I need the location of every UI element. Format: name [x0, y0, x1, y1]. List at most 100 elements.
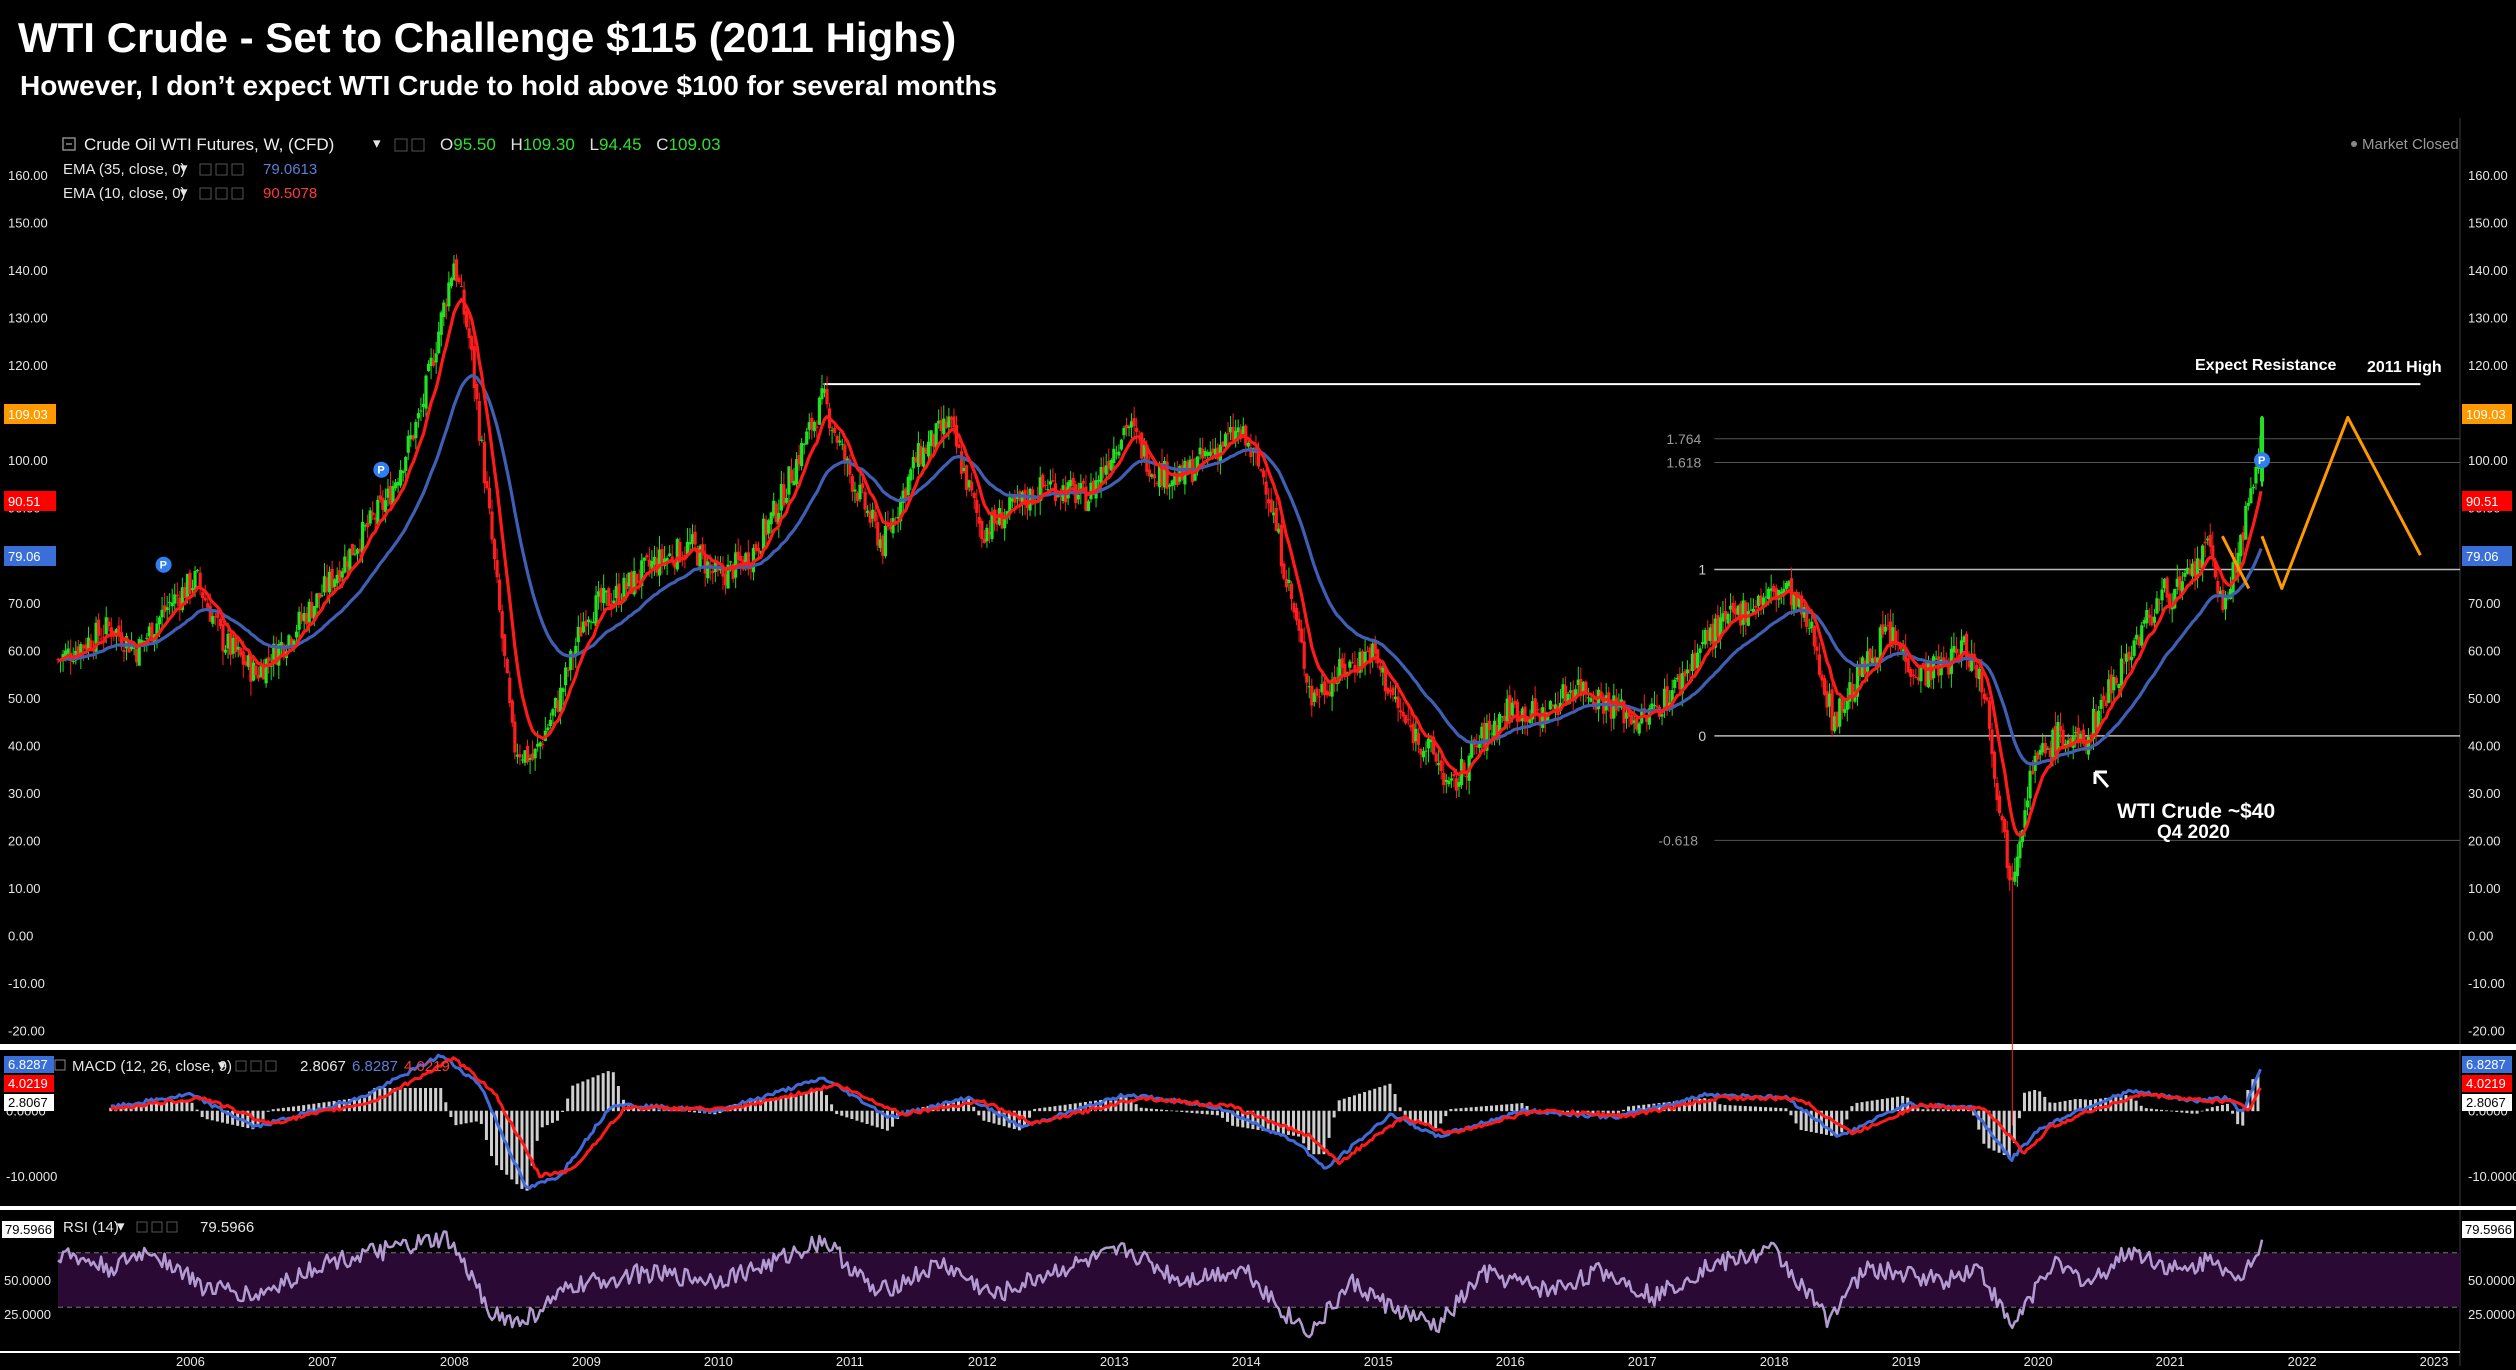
candle-body	[584, 620, 588, 627]
projection-lines[interactable]	[2221, 415, 2422, 590]
rsi-dropdown-icon[interactable]: ▾	[117, 1218, 125, 1235]
candle-body	[553, 697, 558, 709]
macd-panel-separator[interactable]	[0, 1044, 2516, 1050]
candle-body	[614, 585, 618, 599]
macd-histogram-bar	[1068, 1104, 1072, 1112]
candle-body	[1142, 444, 1146, 457]
candle-body	[2112, 677, 2116, 691]
candle-body	[2201, 545, 2205, 570]
macd-histogram-bar	[449, 1110, 453, 1117]
candle-body	[2089, 734, 2093, 737]
macd-histogram-bar	[2017, 1110, 2021, 1119]
candle-body	[211, 615, 215, 624]
symbol-label[interactable]: Crude Oil WTI Futures, W, (CFD)	[84, 135, 334, 154]
candle-body	[1650, 703, 1654, 709]
candle-body	[1155, 483, 1159, 485]
candle-body	[635, 573, 639, 584]
page-title: WTI Crude - Set to Challenge $115 (2011 …	[18, 14, 957, 61]
macd-label[interactable]: MACD (12, 26, close, 9)	[72, 1058, 232, 1075]
price-axis-tick-right: 40.00	[2468, 738, 2501, 753]
candle-body	[1792, 592, 1796, 610]
candle-body	[2135, 634, 2139, 640]
candle-body	[1817, 654, 1821, 675]
macd-dropdown-icon[interactable]: ▾	[218, 1057, 226, 1074]
ema10-hide-icon[interactable]	[215, 187, 228, 200]
hide-icon[interactable]	[411, 138, 425, 152]
pivot-marker-icon[interactable]	[373, 461, 390, 478]
pivot-marker-icon[interactable]	[155, 556, 172, 573]
candle-body	[216, 612, 220, 618]
candle-body	[2140, 625, 2144, 646]
candle-body	[1800, 595, 1804, 615]
macd-collapse-icon[interactable]	[54, 1059, 66, 1071]
rsi-panel-separator[interactable]	[0, 1206, 2516, 1210]
price-axis-tick-left: 70.00	[8, 596, 41, 611]
settings-icon[interactable]	[394, 138, 408, 152]
macd-histogram-bar	[1149, 1108, 1153, 1112]
macd-hide-icon[interactable]	[250, 1060, 262, 1072]
ema10-dropdown-icon[interactable]: ▾	[180, 184, 188, 201]
candle-body	[2041, 743, 2045, 753]
candle-body	[1962, 636, 1966, 643]
candle-body	[627, 572, 631, 587]
candle-body	[1223, 433, 1228, 447]
candle-body	[1193, 469, 1197, 481]
fibonacci-levels[interactable]: 1.764 1.618 1 0 -0.618	[823, 383, 2460, 848]
macd-histogram-bar	[1962, 1109, 1966, 1112]
ema10-remove-icon[interactable]	[231, 187, 244, 200]
candle-body	[838, 440, 842, 443]
macd-histogram-bar	[1713, 1101, 1717, 1112]
rsi-hide-icon[interactable]	[151, 1221, 163, 1233]
candle-body	[1333, 676, 1337, 683]
ema35-hide-icon[interactable]	[215, 163, 228, 176]
candle-body	[2165, 577, 2169, 598]
pivot-marker-icon[interactable]	[2254, 452, 2271, 469]
rsi-remove-icon[interactable]	[166, 1221, 178, 1233]
candle-body	[1292, 603, 1296, 613]
candle-body	[2079, 733, 2083, 740]
candle-body	[1056, 494, 1060, 497]
macd-histogram-bar	[550, 1110, 554, 1123]
ema35-dropdown-icon[interactable]: ▾	[180, 160, 188, 177]
macd-histogram-bar	[195, 1109, 199, 1112]
candle-body	[477, 400, 481, 441]
candle-body	[307, 601, 311, 623]
macd-settings-icon[interactable]	[235, 1060, 247, 1072]
candle-body	[1241, 426, 1245, 434]
macd-histogram-bar	[149, 1103, 153, 1112]
rsi-legend[interactable]: RSI (14) ▾ 79.5966	[63, 1218, 254, 1236]
macd-histogram-bar	[2119, 1095, 2123, 1112]
candle-body	[904, 488, 908, 500]
candle-body	[1850, 684, 1854, 699]
ema35-settings-icon[interactable]	[199, 163, 212, 176]
collapse-icon[interactable]	[62, 137, 76, 151]
main-legend[interactable]: Crude Oil WTI Futures, W, (CFD) ▾ O95.50…	[62, 135, 2459, 202]
symbol-dropdown-icon[interactable]: ▾	[373, 135, 381, 152]
candle-body	[279, 642, 283, 648]
macd-histogram-bar	[1520, 1103, 1524, 1112]
candle-body	[1822, 677, 1827, 695]
rsi-settings-icon[interactable]	[136, 1221, 148, 1233]
rsi-panel[interactable]: 25.0000 25.0000 50.0000 50.0000	[4, 1230, 2515, 1339]
ema35-remove-icon[interactable]	[231, 163, 244, 176]
macd-legend[interactable]: MACD (12, 26, close, 9) ▾ 2.8067 6.8287 …	[54, 1057, 450, 1075]
macd-histogram-bar	[109, 1107, 113, 1112]
candle-body	[1909, 668, 1913, 677]
macd-histogram-bar	[165, 1102, 169, 1112]
ema35-label[interactable]: EMA (35, close, 0)	[63, 161, 186, 178]
candle-body	[942, 418, 946, 435]
macd-histogram-bar	[1408, 1110, 1412, 1121]
macd-histogram-bar	[2068, 1100, 2072, 1112]
ema10-label[interactable]: EMA (10, close, 0)	[63, 185, 186, 202]
candle-body	[1833, 716, 1837, 732]
macd-remove-icon[interactable]	[265, 1060, 277, 1072]
macd-histogram-bar	[337, 1100, 341, 1112]
candle-body	[358, 548, 362, 552]
candle-body	[378, 495, 382, 500]
ema10-settings-icon[interactable]	[199, 187, 212, 200]
ohlc-close-label: C	[656, 135, 668, 154]
rsi-label[interactable]: RSI (14)	[63, 1219, 119, 1236]
price-axis-tick-left: 150.00	[8, 216, 48, 231]
